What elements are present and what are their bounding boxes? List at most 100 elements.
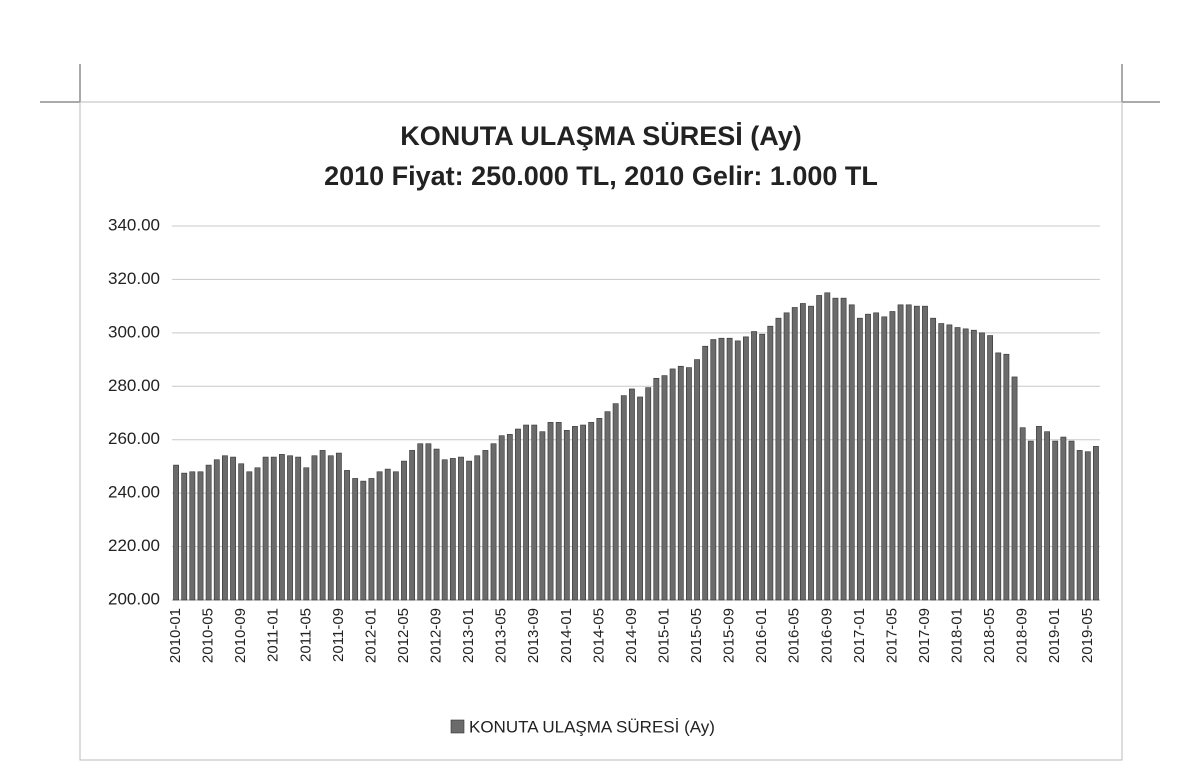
bar xyxy=(669,368,676,601)
x-tick-label: 2012-01 xyxy=(362,608,379,663)
bar xyxy=(588,422,595,601)
x-tick-label: 2014-05 xyxy=(590,608,607,663)
x-tick-label: 2015-01 xyxy=(655,608,672,663)
bar xyxy=(808,305,814,601)
bar xyxy=(995,352,1002,601)
bar xyxy=(523,424,530,601)
bar xyxy=(970,329,977,601)
bar xyxy=(425,443,432,601)
legend-swatch xyxy=(450,719,465,734)
bar xyxy=(319,450,326,601)
bar xyxy=(230,456,236,601)
bar xyxy=(1076,450,1083,601)
x-tick-label: 2012-09 xyxy=(428,608,445,663)
bar xyxy=(515,428,521,601)
bar xyxy=(498,435,505,601)
x-tick-label: 2016-01 xyxy=(753,608,770,663)
bar xyxy=(1044,431,1050,601)
bar xyxy=(726,337,733,601)
bar xyxy=(824,292,831,601)
bar xyxy=(1019,427,1026,601)
x-tick-label: 2010-05 xyxy=(200,608,217,663)
y-tick-label: 280.00 xyxy=(108,376,160,395)
chart-subtitle: 2010 Fiyat: 250.000 TL, 2010 Gelir: 1.00… xyxy=(324,161,878,191)
bar xyxy=(376,471,383,601)
bar xyxy=(856,317,863,601)
x-tick-label: 2016-05 xyxy=(786,608,803,663)
x-tick-label: 2010-01 xyxy=(167,608,184,663)
bar xyxy=(686,367,692,601)
bar xyxy=(1036,426,1042,601)
x-tick-label: 2019-05 xyxy=(1079,608,1096,663)
bar xyxy=(799,303,806,601)
x-tick-label: 2015-09 xyxy=(721,608,738,663)
bar xyxy=(311,455,318,601)
bar xyxy=(848,304,855,601)
bar xyxy=(474,455,481,601)
bar xyxy=(987,335,994,601)
bar xyxy=(938,323,945,601)
bar xyxy=(572,426,578,601)
y-tick-label: 260.00 xyxy=(108,429,160,448)
bar xyxy=(1027,440,1034,601)
bar xyxy=(832,297,839,601)
x-tick-label: 2018-09 xyxy=(1014,608,1031,663)
bar xyxy=(816,295,823,601)
bar xyxy=(482,450,489,601)
bar xyxy=(767,325,774,601)
bar xyxy=(734,340,741,601)
bar xyxy=(913,305,920,601)
bar xyxy=(580,424,586,601)
x-tick-label: 2014-01 xyxy=(558,608,575,663)
bar xyxy=(262,456,269,601)
x-tick-label: 2013-01 xyxy=(460,608,477,663)
bar xyxy=(555,422,562,601)
bar xyxy=(629,388,635,601)
bar xyxy=(401,460,407,601)
bar xyxy=(604,411,611,601)
bar xyxy=(954,327,961,601)
y-tick-label: 340.00 xyxy=(108,215,160,234)
bar xyxy=(946,324,953,601)
bar xyxy=(181,472,188,601)
bar xyxy=(563,430,570,601)
bar xyxy=(840,297,847,601)
bar xyxy=(1068,440,1075,601)
bar xyxy=(270,456,277,601)
bar xyxy=(930,317,937,601)
bar xyxy=(1093,446,1099,601)
bar xyxy=(303,467,310,601)
bar xyxy=(661,375,668,601)
bar xyxy=(344,470,350,601)
x-tick-label: 2017-09 xyxy=(916,608,933,663)
bar xyxy=(759,333,766,601)
bar xyxy=(865,313,871,601)
bar xyxy=(449,458,456,601)
bar xyxy=(1052,440,1059,601)
x-tick-label: 2011-01 xyxy=(265,608,282,662)
y-tick-label: 320.00 xyxy=(108,269,160,288)
bar xyxy=(979,332,985,601)
bar xyxy=(1060,436,1067,601)
chart-title: KONUTA ULAŞMA SÜRESİ (Ay) xyxy=(400,121,802,151)
bar xyxy=(539,431,546,601)
bar xyxy=(1003,353,1010,601)
bar xyxy=(677,365,684,601)
bar xyxy=(881,316,888,601)
x-tick-label: 2017-05 xyxy=(883,608,900,663)
bar xyxy=(531,424,538,601)
bar xyxy=(694,359,700,601)
bar xyxy=(620,395,627,601)
bar xyxy=(751,331,757,601)
bar xyxy=(368,478,375,601)
x-tick-label: 2017-01 xyxy=(851,608,868,663)
x-tick-label: 2012-05 xyxy=(395,608,412,663)
bar xyxy=(506,434,513,601)
bar xyxy=(783,312,790,601)
bar xyxy=(889,311,896,601)
bar xyxy=(645,387,652,601)
bar xyxy=(433,448,440,601)
legend-label: KONUTA ULAŞMA SÜRESİ (Ay) xyxy=(469,717,715,736)
bar xyxy=(384,468,391,601)
